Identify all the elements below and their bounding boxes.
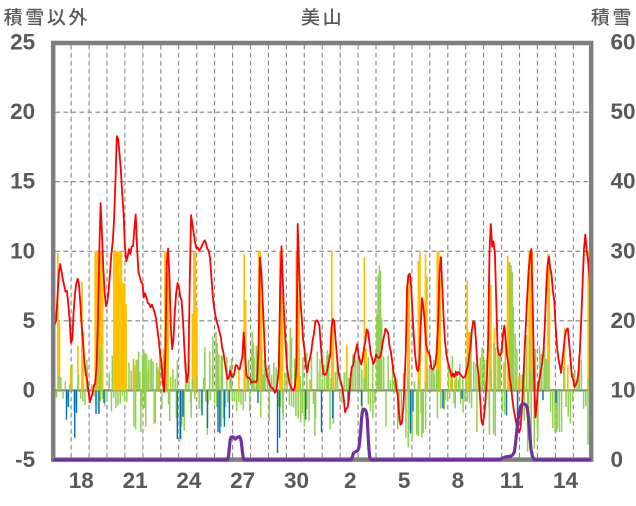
svg-text:0: 0 [611, 447, 624, 472]
svg-text:10: 10 [10, 238, 35, 263]
svg-text:20: 20 [10, 99, 35, 124]
svg-text:60: 60 [611, 30, 636, 55]
svg-text:20: 20 [611, 308, 636, 333]
svg-text:30: 30 [611, 238, 636, 263]
svg-text:14: 14 [553, 468, 579, 493]
svg-text:8: 8 [452, 468, 465, 493]
svg-text:0: 0 [23, 377, 36, 402]
svg-text:10: 10 [611, 377, 636, 402]
svg-text:15: 15 [10, 169, 35, 194]
svg-text:-5: -5 [15, 447, 35, 472]
svg-text:27: 27 [230, 468, 255, 493]
svg-text:30: 30 [284, 468, 309, 493]
svg-text:2: 2 [344, 468, 357, 493]
svg-text:11: 11 [500, 468, 524, 493]
svg-text:40: 40 [611, 169, 636, 194]
svg-text:5: 5 [398, 468, 411, 493]
svg-text:18: 18 [69, 468, 94, 493]
svg-text:24: 24 [176, 468, 202, 493]
svg-text:5: 5 [23, 308, 36, 333]
svg-text:25: 25 [10, 30, 35, 55]
svg-text:50: 50 [611, 99, 636, 124]
svg-text:21: 21 [123, 468, 148, 493]
